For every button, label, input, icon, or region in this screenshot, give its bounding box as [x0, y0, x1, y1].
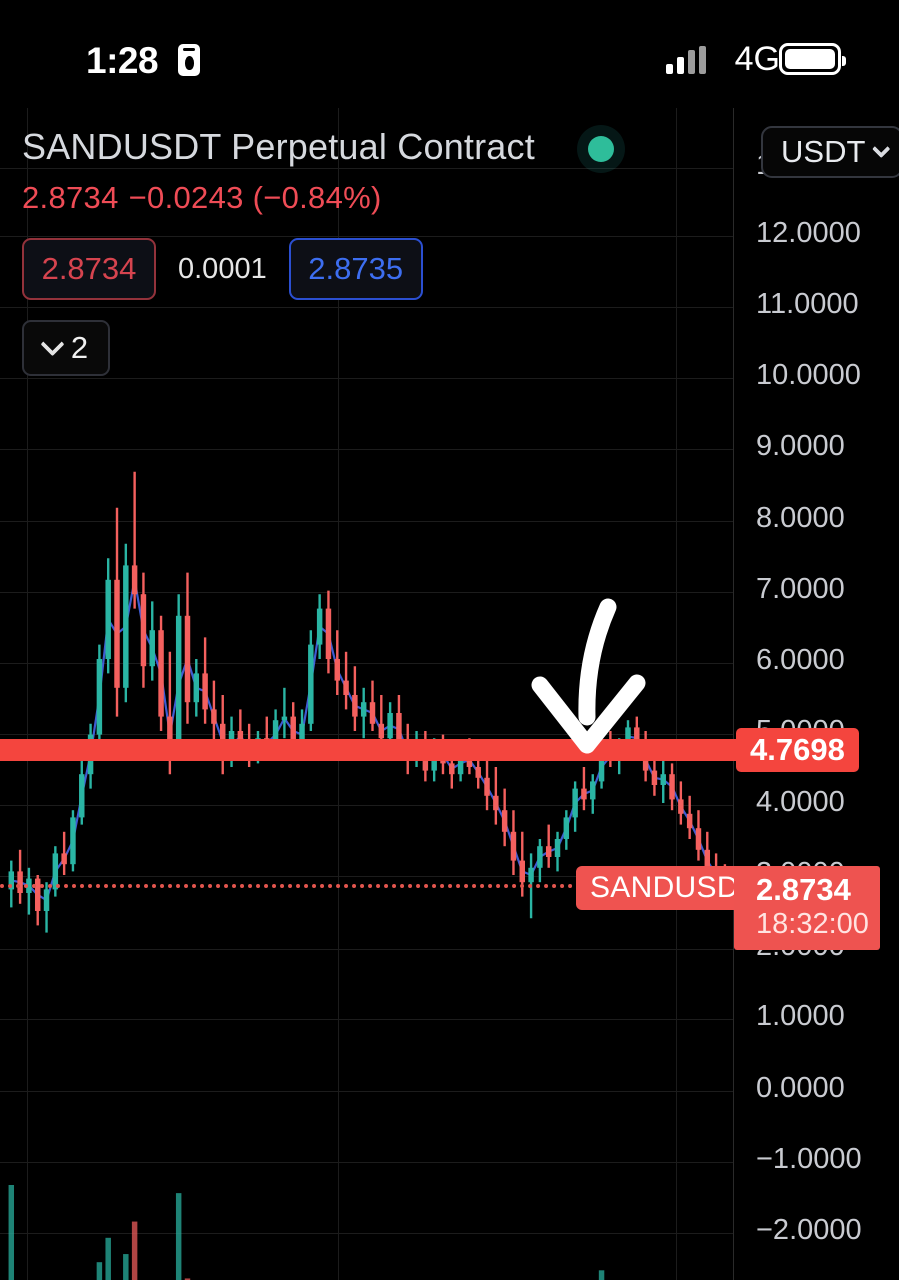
bid-price-button[interactable]: 2.8734 — [22, 238, 156, 300]
horizontal-gridline — [0, 1162, 733, 1163]
quote-row: 2.8734 0.0001 2.8735 — [22, 238, 423, 300]
status-time: 1:28 — [86, 40, 159, 81]
horizontal-gridline — [0, 734, 733, 735]
vertical-gridline — [27, 108, 28, 1280]
status-bar: 1:28 4G — [0, 0, 899, 108]
precision-value: 2 — [70, 330, 89, 365]
vertical-gridline — [338, 108, 339, 1280]
current-price-time: 18:32:00 — [756, 907, 869, 940]
resistance-level-line[interactable] — [0, 739, 740, 761]
price-axis-label: 4.0000 — [756, 786, 845, 818]
bid-price-value: 2.8734 — [41, 251, 137, 286]
candlestick-series — [8, 471, 728, 933]
current-price-value: 2.8734 — [756, 872, 851, 907]
down-arrow-annotation — [531, 598, 646, 754]
recording-icon — [178, 44, 200, 76]
axis-divider — [733, 108, 734, 1280]
horizontal-gridline — [0, 592, 733, 593]
ask-price-value: 2.8735 — [308, 251, 404, 286]
price-axis[interactable]: 13.000012.000011.000010.00009.00008.0000… — [734, 108, 899, 1280]
change-absolute: −0.0243 — [128, 180, 244, 215]
price-axis-label: 11.0000 — [756, 288, 859, 320]
horizontal-gridline — [0, 168, 733, 169]
currency-label: USDT — [781, 134, 866, 169]
horizontal-gridline — [0, 307, 733, 308]
price-axis-label: −1.0000 — [756, 1143, 862, 1175]
price-axis-label: 10.0000 — [756, 359, 861, 391]
change-percent: (−0.84%) — [252, 180, 382, 215]
volume-series — [8, 1185, 605, 1280]
ask-price-button[interactable]: 2.8735 — [288, 238, 423, 300]
current-price-badge[interactable]: 2.8734 18:32:00 — [734, 866, 880, 950]
last-price: 2.8734 — [22, 180, 119, 215]
page-title: SANDUSDT Perpetual Contract — [22, 126, 535, 167]
horizontal-gridline — [0, 805, 733, 806]
vertical-gridline — [676, 108, 677, 1280]
horizontal-gridline — [0, 1019, 733, 1020]
precision-dropdown[interactable]: 2 — [22, 320, 110, 376]
horizontal-gridline — [0, 663, 733, 664]
connection-status-dot — [577, 125, 625, 173]
price-summary: 2.8734 −0.0243 (−0.84%) — [22, 180, 382, 216]
chevron-down-icon — [40, 331, 65, 356]
horizontal-gridline — [0, 378, 733, 379]
price-axis-label: 7.0000 — [756, 573, 845, 605]
horizontal-gridline — [0, 236, 733, 237]
price-axis-label: 0.0000 — [756, 1072, 845, 1104]
horizontal-gridline — [0, 876, 733, 877]
price-axis-label: 1.0000 — [756, 1000, 845, 1032]
network-type-label: 4G — [734, 40, 780, 78]
current-price-dotted-line — [0, 884, 733, 888]
chevron-down-icon — [872, 139, 891, 158]
chart-plot-area[interactable] — [0, 108, 733, 1280]
horizontal-gridline — [0, 949, 733, 950]
battery-icon — [779, 43, 846, 75]
currency-dropdown[interactable]: USDT — [761, 126, 899, 178]
horizontal-gridline — [0, 521, 733, 522]
signal-icon — [666, 46, 714, 74]
horizontal-gridline — [0, 1233, 733, 1234]
price-axis-label: 12.0000 — [756, 217, 861, 249]
price-axis-label: 9.0000 — [756, 430, 845, 462]
horizontal-gridline — [0, 1091, 733, 1092]
price-axis-label: −2.0000 — [756, 1214, 862, 1246]
resistance-price-badge[interactable]: 4.7698 — [736, 728, 859, 772]
spread-value: 0.0001 — [178, 252, 267, 285]
price-axis-label: 8.0000 — [756, 502, 845, 534]
horizontal-gridline — [0, 449, 733, 450]
price-axis-label: 6.0000 — [756, 644, 845, 676]
